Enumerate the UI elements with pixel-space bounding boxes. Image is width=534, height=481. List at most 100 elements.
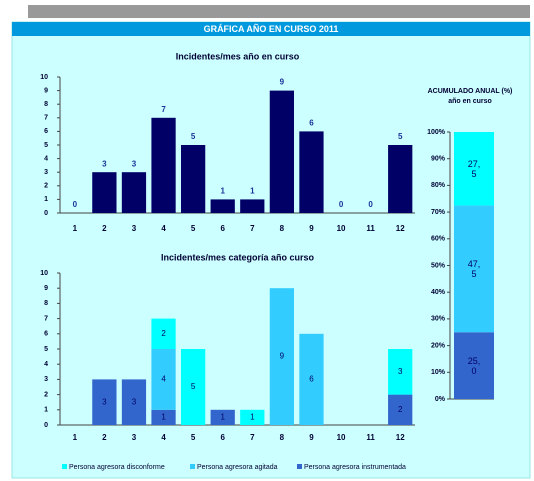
data-label: 5 [191,132,196,141]
data-label: 3 [132,159,137,168]
chart-title: Incidentes/mes año en curso [176,51,300,61]
x-tick-label: 10 [337,224,346,233]
bar [151,117,176,213]
bar-segment [180,349,206,425]
y-tick-label: 4 [44,155,48,162]
y-tick-label: 10 [40,74,48,81]
y-tick-label: 90% [431,156,446,163]
bar-segment [269,288,295,425]
data-label: 6 [309,375,314,384]
header-bar [12,22,530,36]
data-label: 3 [102,159,107,168]
bar [92,172,117,213]
x-tick-label: 1 [73,433,78,442]
bar [180,145,206,213]
bar-segment [388,394,413,425]
bar-segment [151,318,176,349]
y-tick-label: 2 [44,391,48,398]
data-label: 2 [161,329,166,338]
y-tick-label: 20% [431,342,446,349]
data-label: 3 [398,367,403,376]
legend-swatch [190,464,195,469]
x-tick-label: 6 [220,433,225,442]
x-tick-label: 8 [280,433,285,442]
legend-label: Persona agresora agitada [197,464,278,471]
data-label: 5 [398,132,403,141]
data-label: 3 [102,397,107,406]
y-tick-label: 0 [44,422,48,429]
y-tick-label: 0 [44,210,48,217]
x-tick-label: 2 [102,224,107,233]
data-label: 6 [309,119,314,128]
data-label: 1 [250,413,255,422]
x-tick-label: 7 [250,433,255,442]
bar-segment [299,333,324,425]
x-tick-label: 1 [73,224,78,233]
x-tick-label: 5 [191,224,196,233]
bar [121,172,147,213]
data-label: 1 [250,187,255,196]
bar-segment [388,349,413,395]
x-tick-label: 10 [337,433,346,442]
header-title: GRÁFICA AÑO EN CURSO 2011 [204,24,339,34]
y-tick-label: 3 [44,376,48,383]
data-label: 5 [191,382,196,391]
y-tick-label: 1 [44,196,48,203]
bar [388,145,413,213]
data-label: 3 [132,397,137,406]
y-tick-label: 60% [431,236,446,243]
data-label: 9 [280,352,285,361]
y-tick-label: 50% [431,262,446,269]
x-tick-label: 9 [309,433,314,442]
chart-title: ACUMULADO ANUAL (%) año en curso [427,88,513,105]
y-tick-label: 7 [44,315,48,322]
y-tick-label: 4 [44,361,48,368]
top-bar [28,5,530,18]
legend-label: Persona agresora disconforme [69,464,165,471]
data-label: 1 [220,413,225,422]
y-tick-label: 5 [44,142,48,149]
y-tick-label: 9 [44,87,48,94]
y-tick-label: 40% [431,289,446,296]
bar-segment [454,332,494,399]
x-tick-label: 2 [102,433,107,442]
bar [240,199,265,213]
x-tick-label: 6 [220,224,225,233]
y-tick-label: 7 [44,115,48,122]
y-tick-label: 5 [44,346,48,353]
x-tick-label: 7 [250,224,255,233]
bar [210,199,235,213]
bar-segment [92,379,117,425]
y-tick-label: 100% [427,129,446,136]
data-label: 9 [280,78,285,87]
y-tick-label: 10% [431,369,446,376]
bar-segment [210,409,235,425]
data-label: 0 [368,200,373,209]
y-tick-label: 70% [431,209,446,216]
x-tick-label: 11 [366,433,375,442]
y-tick-label: 6 [44,331,48,338]
x-tick-label: 12 [396,224,405,233]
legend-swatch [297,464,302,469]
bar-segment [151,409,176,425]
data-label: 2 [398,405,403,414]
y-tick-label: 3 [44,169,48,176]
legend-swatch [62,464,67,469]
bar-segment [240,409,265,425]
data-label: 4 [161,375,166,384]
data-label: 27,5 [467,158,481,179]
bar-segment [121,379,147,425]
y-tick-label: 2 [44,183,48,190]
data-label: 25,0 [467,355,481,376]
y-tick-label: 30% [431,316,446,323]
y-tick-label: 10 [40,270,48,277]
data-label: 1 [161,413,166,422]
y-tick-label: 8 [44,300,48,307]
x-tick-label: 8 [280,224,285,233]
data-label: 0 [73,200,78,209]
x-tick-label: 3 [132,224,137,233]
y-tick-label: 6 [44,128,48,135]
x-tick-label: 5 [191,433,196,442]
